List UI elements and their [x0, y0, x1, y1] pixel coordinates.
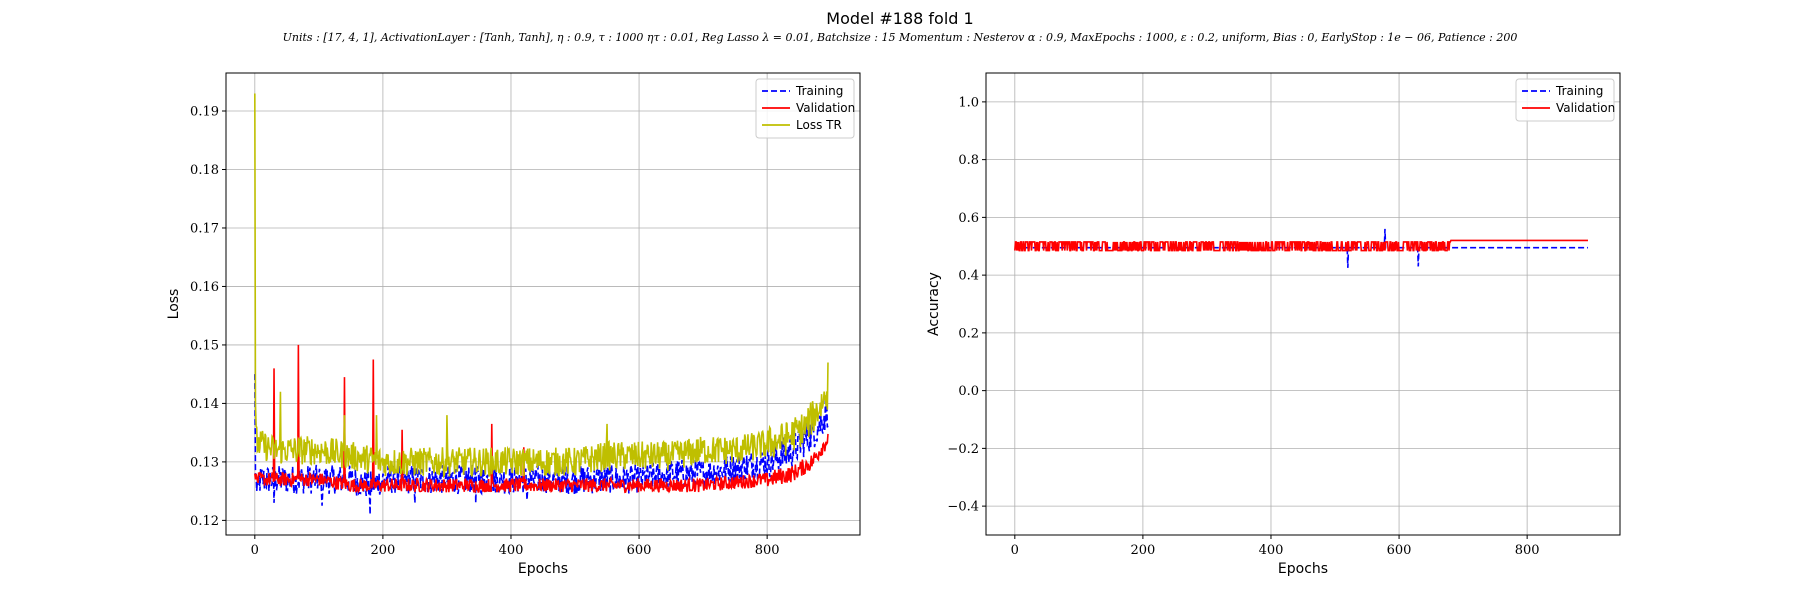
acc-ylabel: Accuracy	[926, 272, 942, 336]
loss-ytick-label: 0.17	[190, 221, 219, 236]
loss-ytick-label: 0.19	[190, 105, 219, 120]
acc-legend: Training Validation	[1515, 78, 1615, 122]
acc-legend-label: Training	[1555, 84, 1603, 98]
acc-series-training	[1014, 228, 1588, 268]
acc-xlabel: Epochs	[1278, 561, 1328, 577]
acc-legend-box	[1515, 78, 1615, 122]
loss-series-validation	[254, 344, 829, 494]
loss-xtick-label: 200	[370, 543, 395, 558]
loss-ytick-label: 0.12	[190, 514, 219, 529]
acc-xtick-label: 800	[1515, 543, 1540, 558]
acc-ytick-label: 0.4	[958, 269, 979, 284]
loss-ytick-label: 0.16	[190, 280, 219, 295]
loss-xtick-label: 0	[251, 543, 259, 558]
figure-subtitle: Units : [17, 4, 1], ActivationLayer : [T…	[282, 31, 1518, 44]
acc-xtick-label: 200	[1130, 543, 1155, 558]
acc-xtick-label: 400	[1259, 543, 1284, 558]
loss-series-group	[254, 93, 829, 515]
loss-ylabel: Loss	[166, 289, 182, 320]
acc-ytick-label: 0.8	[958, 153, 979, 168]
loss-legend-label: Loss TR	[796, 118, 842, 132]
acc-xtick-label: 0	[1011, 543, 1019, 558]
loss-ytick-label: 0.13	[190, 455, 219, 470]
loss-ytick-label: 0.18	[190, 163, 219, 178]
acc-ytick-label: 1.0	[958, 95, 979, 110]
loss-legend: Training Validation Loss TR	[755, 78, 855, 139]
acc-ytick-label: 0.2	[958, 326, 979, 341]
loss-legend-label: Validation	[796, 101, 855, 115]
figure-title: Model #188 fold 1	[826, 9, 974, 28]
loss-frame	[225, 72, 861, 536]
loss-series-loss-tr	[254, 93, 829, 479]
loss-legend-label: Training	[795, 84, 843, 98]
loss-ytick-label: 0.15	[190, 338, 219, 353]
acc-series-validation	[1014, 239, 1588, 252]
loss-xtick-label: 400	[499, 543, 524, 558]
loss-legend-box	[755, 78, 855, 139]
acc-xtick-label: 600	[1387, 543, 1412, 558]
acc-frame	[985, 72, 1621, 536]
loss-ytick-label: 0.14	[190, 397, 219, 412]
loss-xtick-label: 800	[755, 543, 780, 558]
acc-axes	[986, 73, 1620, 535]
acc-ytick-label: −0.4	[947, 500, 979, 515]
acc-ytick-label: 0.0	[958, 384, 979, 399]
acc-legend-label: Validation	[1556, 101, 1615, 115]
acc-series-group	[1014, 228, 1588, 268]
acc-ytick-label: 0.6	[958, 211, 979, 226]
loss-xtick-label: 600	[627, 543, 652, 558]
acc-ytick-label: −0.2	[947, 442, 979, 457]
loss-xlabel: Epochs	[518, 561, 568, 577]
